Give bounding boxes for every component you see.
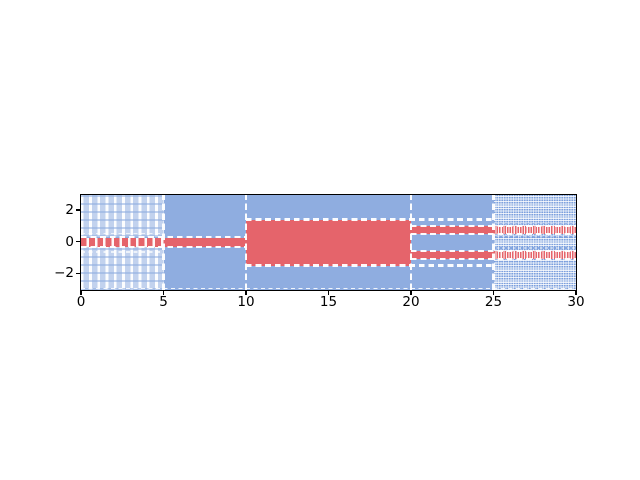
y-tick-mark [76,241,80,243]
y-tick-mark [76,209,80,211]
mesh-fan-line [493,260,576,263]
x-tick-label: 15 [319,294,338,310]
fine-mesh-left-top [81,195,164,237]
boundary-line-x25 [492,195,495,290]
x-tick-mark [245,291,247,295]
x-tick-mark [80,291,82,295]
fine-mesh-right-lower-band-dashes [493,251,576,259]
boundary-line-rect-bottom [246,264,494,267]
fine-mesh-left-bottom [81,247,164,290]
boundary-line-x5 [162,195,165,290]
red-rect-middle [246,219,411,266]
mesh-fan-line [493,236,576,238]
x-tick-mark [410,291,412,295]
boundary-line-x20 [409,195,413,290]
mesh-fan-line [493,222,576,225]
x-tick-label: 20 [402,294,420,310]
fine-mesh-right-upper-band-dashes [493,226,576,234]
y-tick-label: 0 [65,233,74,250]
fine-mesh-right-top [493,195,576,226]
x-tick-label: 30 [567,294,585,310]
boundary-line-rect-top [246,218,494,221]
boundary-line-bottom-edge [81,287,576,290]
mesh-hline-left-lower [81,251,164,253]
plot-area [80,194,577,291]
x-tick-label: 5 [159,294,168,310]
x-tick-mark [575,291,577,295]
x-tick-label: 0 [76,294,86,310]
x-tick-mark [327,291,330,295]
fine-mesh-right-bottom [493,259,576,290]
x-tick-label: 10 [237,294,255,310]
boundary-line-x10 [244,195,248,290]
x-tick-mark [162,291,165,295]
x-tick-label: 25 [484,294,503,310]
x-tick-mark [492,291,495,295]
y-tick-label: 2 [65,202,74,218]
mesh-fan-line [493,247,576,249]
mesh-hline-left-upper [81,232,164,234]
y-tick-label: −2 [54,265,74,282]
fine-mesh-right-middle [493,234,576,251]
fine-mesh-left-band-dashes [81,238,164,247]
y-tick-mark [76,272,80,274]
